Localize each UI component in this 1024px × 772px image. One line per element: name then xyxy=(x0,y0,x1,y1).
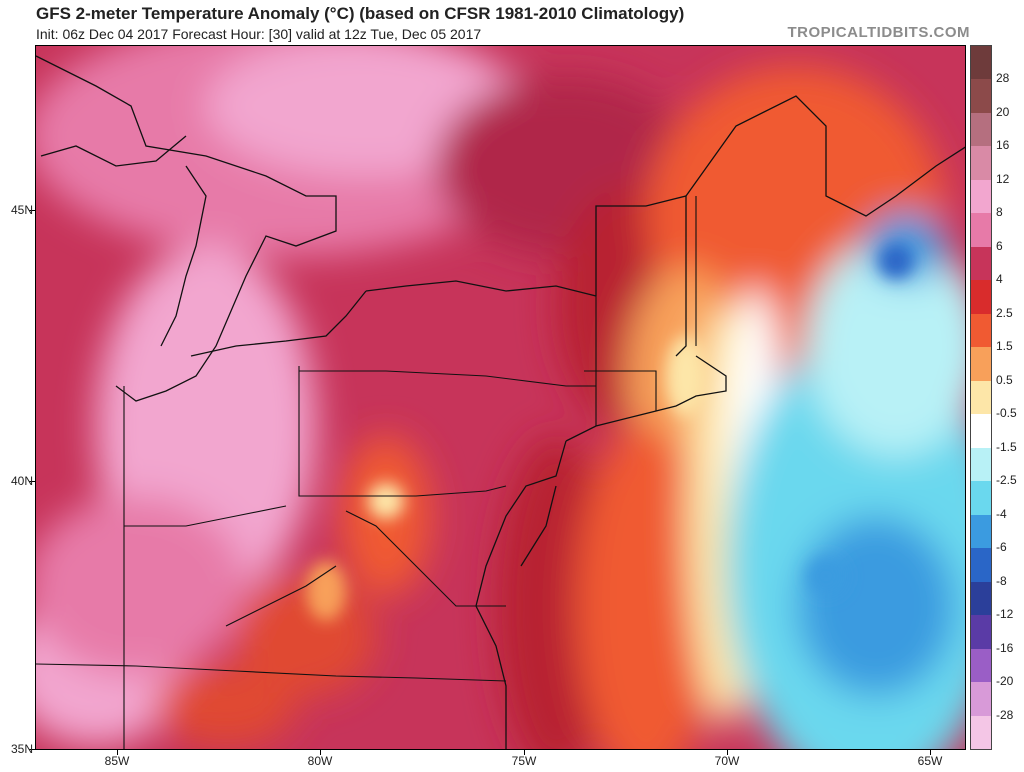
colorbar-swatch xyxy=(971,280,991,315)
lat-tick xyxy=(29,210,35,211)
colorbar-swatch xyxy=(971,715,991,750)
lat-label-40n: 40N xyxy=(10,474,33,488)
colorbar-label: -28 xyxy=(996,707,1014,722)
colorbar-label: 0.5 xyxy=(996,372,1013,387)
coastlines xyxy=(36,55,965,749)
colorbar-label: -12 xyxy=(996,607,1014,622)
colorbar-swatch xyxy=(971,615,991,650)
colorbar-label: 16 xyxy=(996,138,1010,153)
colorbar-swatch xyxy=(971,46,991,80)
colorbar-swatch xyxy=(971,79,991,114)
colorbar-swatch xyxy=(971,313,991,348)
colorbar-swatch xyxy=(971,146,991,181)
colorbar-label: 12 xyxy=(996,171,1010,186)
colorbar-label: -8 xyxy=(996,573,1007,588)
colorbar-swatch xyxy=(971,682,991,717)
colorbar-label: 8 xyxy=(996,205,1003,220)
lon-label-85w: 85W xyxy=(104,754,130,768)
map-title: GFS 2-meter Temperature Anomaly (°C) (ba… xyxy=(36,4,685,23)
colorbar-swatch xyxy=(971,447,991,482)
colorbar-swatch xyxy=(971,213,991,248)
anomaly-map-canvas xyxy=(36,46,965,749)
anomaly-field xyxy=(36,46,965,749)
colorbar-swatch xyxy=(971,548,991,583)
lon-tick xyxy=(930,750,931,755)
lat-tick xyxy=(29,481,35,482)
colorbar-swatch xyxy=(971,581,991,616)
colorbar-swatch xyxy=(971,347,991,382)
lat-label-45n: 45N xyxy=(10,203,33,217)
lon-tick xyxy=(524,750,525,755)
colorbar-label: -16 xyxy=(996,640,1014,655)
colorbar-label: -0.5 xyxy=(996,406,1017,421)
map-subtitle: Init: 06z Dec 04 2017 Forecast Hour: [30… xyxy=(36,26,482,42)
lon-tick xyxy=(117,750,118,755)
colorbar-swatch xyxy=(971,380,991,415)
colorbar-label: -20 xyxy=(996,674,1014,689)
lon-label-75w: 75W xyxy=(511,754,537,768)
colorbar-label: -4 xyxy=(996,506,1007,521)
lat-tick xyxy=(29,749,35,750)
colorbar-swatch xyxy=(971,414,991,449)
lat-label-35n: 35N xyxy=(10,742,33,756)
lon-tick xyxy=(320,750,321,755)
colorbar-label: 20 xyxy=(996,104,1010,119)
colorbar-label: 28 xyxy=(996,71,1010,86)
lon-label-65w: 65W xyxy=(917,754,943,768)
lon-label-70w: 70W xyxy=(714,754,740,768)
colorbar xyxy=(970,45,992,750)
anomaly-map xyxy=(35,45,966,750)
colorbar-swatch xyxy=(971,481,991,516)
brand-watermark: TROPICALTIDBITS.COM xyxy=(787,24,970,41)
colorbar-label: 1.5 xyxy=(996,339,1013,354)
colorbar-label: 6 xyxy=(996,238,1003,253)
colorbar-swatch xyxy=(971,514,991,549)
lon-label-80w: 80W xyxy=(307,754,333,768)
colorbar-label: -6 xyxy=(996,540,1007,555)
colorbar-swatch xyxy=(971,648,991,683)
lon-tick xyxy=(727,750,728,755)
colorbar-swatch xyxy=(971,246,991,281)
colorbar-swatch xyxy=(971,112,991,147)
colorbar-label: -1.5 xyxy=(996,439,1017,454)
colorbar-label: 2.5 xyxy=(996,305,1013,320)
state-borders xyxy=(36,196,697,749)
colorbar-label: -2.5 xyxy=(996,473,1017,488)
colorbar-label: 4 xyxy=(996,272,1003,287)
colorbar-swatch xyxy=(971,179,991,214)
